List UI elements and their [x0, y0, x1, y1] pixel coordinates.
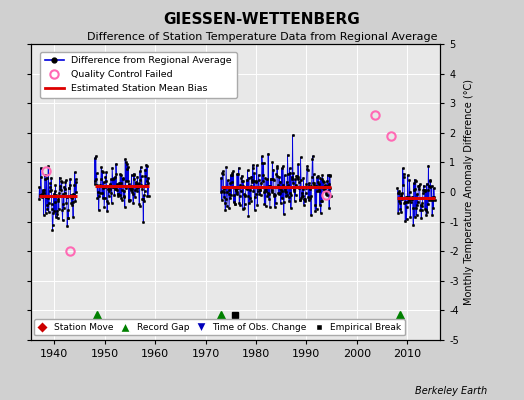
Y-axis label: Monthly Temperature Anomaly Difference (°C): Monthly Temperature Anomaly Difference (… — [464, 79, 475, 305]
Text: GIESSEN-WETTENBERG: GIESSEN-WETTENBERG — [163, 12, 361, 27]
Text: Berkeley Earth: Berkeley Earth — [415, 386, 487, 396]
Legend: Station Move, Record Gap, Time of Obs. Change, Empirical Break: Station Move, Record Gap, Time of Obs. C… — [34, 319, 405, 336]
Text: Difference of Station Temperature Data from Regional Average: Difference of Station Temperature Data f… — [87, 32, 437, 42]
